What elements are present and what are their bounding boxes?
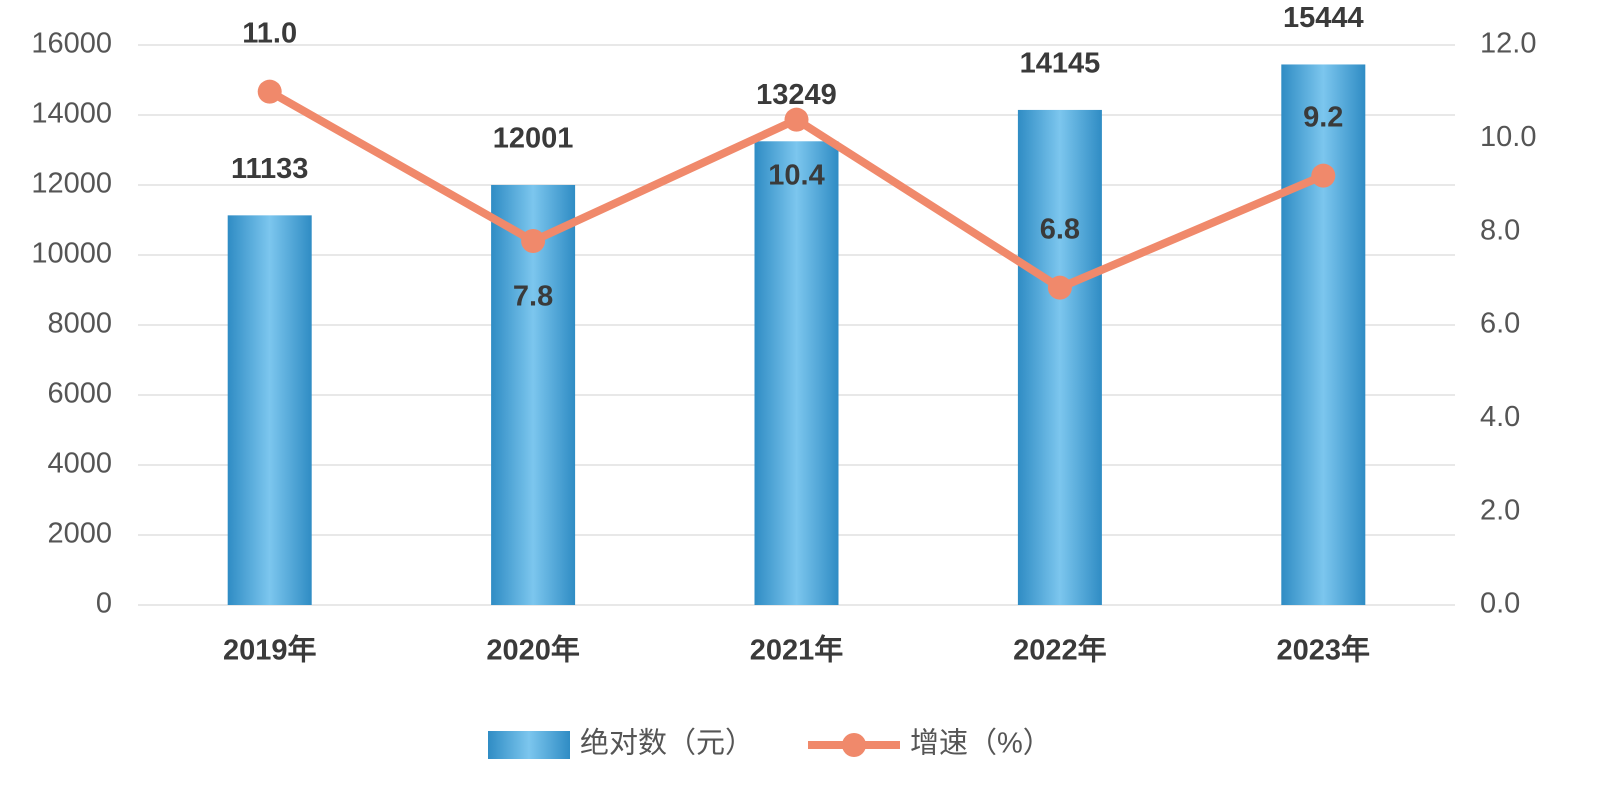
legend-swatch bbox=[842, 733, 866, 757]
line-point bbox=[784, 107, 809, 132]
line-point bbox=[521, 229, 546, 253]
y-tick-label: 0 bbox=[96, 588, 112, 620]
y-tick-label: 6000 bbox=[47, 378, 112, 410]
x-tick-label: 2022年 bbox=[1013, 633, 1107, 667]
line-value-label: 11.0 bbox=[242, 17, 297, 49]
x-tick-label: 2021年 bbox=[750, 633, 844, 667]
bar bbox=[1281, 64, 1366, 605]
y2-tick-label: 6.0 bbox=[1480, 308, 1520, 340]
x-tick-label: 2019年 bbox=[223, 633, 317, 667]
y2-tick-label: 4.0 bbox=[1480, 401, 1520, 433]
bar-value-label: 15444 bbox=[1283, 2, 1364, 34]
y-tick-label: 16000 bbox=[31, 28, 112, 60]
bar-value-label: 11133 bbox=[231, 153, 308, 185]
legend-label: 增速（%） bbox=[910, 727, 1052, 760]
bar bbox=[754, 141, 839, 605]
line-point bbox=[1047, 275, 1072, 300]
line-value-label: 9.2 bbox=[1303, 101, 1343, 133]
legend-label: 绝对数（元） bbox=[580, 727, 754, 760]
line-value-label: 10.4 bbox=[768, 159, 824, 191]
bar bbox=[491, 184, 576, 605]
y2-tick-label: 12.0 bbox=[1480, 28, 1536, 60]
y-tick-label: 10000 bbox=[31, 238, 112, 270]
line-value-label: 7.8 bbox=[513, 281, 553, 313]
y-tick-label: 2000 bbox=[47, 518, 112, 550]
bar bbox=[227, 215, 312, 605]
y-tick-label: 14000 bbox=[31, 98, 112, 130]
bar-value-label: 13249 bbox=[756, 79, 837, 111]
line-point bbox=[257, 79, 282, 104]
y2-tick-label: 0.0 bbox=[1480, 588, 1520, 620]
legend-swatch bbox=[488, 731, 570, 759]
line-point bbox=[1311, 163, 1336, 188]
y2-tick-label: 2.0 bbox=[1480, 494, 1520, 526]
x-tick-label: 2023年 bbox=[1277, 633, 1371, 667]
line-value-label: 6.8 bbox=[1040, 213, 1080, 245]
bar-value-label: 12001 bbox=[493, 123, 574, 155]
bar-value-label: 14145 bbox=[1020, 48, 1101, 80]
y2-tick-label: 8.0 bbox=[1480, 214, 1520, 246]
bar bbox=[1017, 109, 1102, 606]
x-tick-label: 2020年 bbox=[486, 633, 580, 667]
y-tick-label: 12000 bbox=[31, 168, 112, 200]
y-tick-label: 8000 bbox=[47, 308, 112, 340]
y2-tick-label: 10.0 bbox=[1480, 121, 1536, 153]
y-tick-label: 4000 bbox=[47, 448, 112, 480]
